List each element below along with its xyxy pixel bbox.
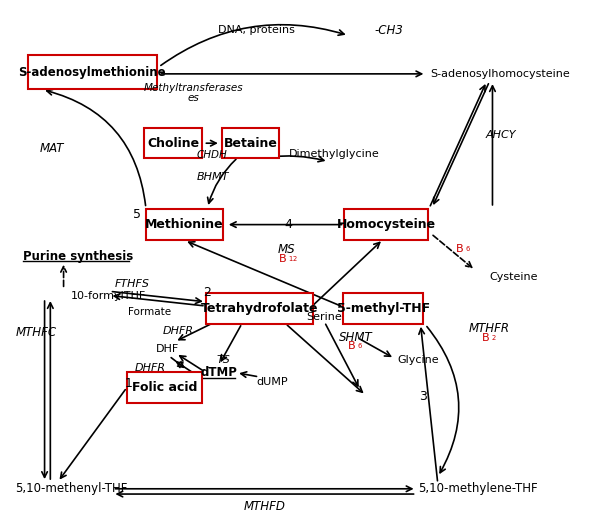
Text: $_2$: $_2$ bbox=[491, 333, 496, 343]
Text: 2: 2 bbox=[203, 286, 211, 299]
Text: Homocysteine: Homocysteine bbox=[337, 218, 436, 231]
Text: 5-methyl-THF: 5-methyl-THF bbox=[337, 302, 430, 315]
Text: MTHFR: MTHFR bbox=[469, 322, 510, 335]
FancyBboxPatch shape bbox=[344, 210, 428, 240]
Text: Methyltransferases: Methyltransferases bbox=[143, 83, 243, 93]
Text: 5,10-methenyl-THF: 5,10-methenyl-THF bbox=[14, 482, 127, 495]
Text: MTHFC: MTHFC bbox=[16, 326, 57, 339]
Text: DNA, proteins: DNA, proteins bbox=[218, 25, 295, 35]
Text: Formate: Formate bbox=[128, 307, 172, 317]
FancyBboxPatch shape bbox=[343, 294, 424, 324]
Text: 1: 1 bbox=[125, 377, 133, 390]
Text: -CH3: -CH3 bbox=[374, 24, 403, 37]
Text: DHFR: DHFR bbox=[163, 326, 194, 336]
Text: 5: 5 bbox=[133, 208, 140, 221]
FancyBboxPatch shape bbox=[206, 294, 313, 324]
Text: DHF: DHF bbox=[155, 344, 179, 354]
Text: Folic acid: Folic acid bbox=[131, 381, 197, 394]
FancyBboxPatch shape bbox=[222, 128, 280, 158]
Text: B: B bbox=[482, 333, 490, 343]
Text: dTMP: dTMP bbox=[200, 366, 238, 379]
Text: 5,10-methylene-THF: 5,10-methylene-THF bbox=[418, 482, 537, 495]
Text: MAT: MAT bbox=[40, 142, 64, 155]
Text: B: B bbox=[280, 254, 287, 264]
Text: es: es bbox=[187, 93, 199, 103]
Text: 4: 4 bbox=[284, 218, 292, 231]
Text: TS: TS bbox=[216, 355, 230, 365]
Text: $_6$: $_6$ bbox=[465, 244, 471, 254]
Text: DHFR: DHFR bbox=[134, 363, 166, 373]
Text: AHCY: AHCY bbox=[486, 130, 517, 140]
Text: Betaine: Betaine bbox=[224, 137, 278, 150]
Text: CHDH: CHDH bbox=[197, 150, 227, 160]
Text: B: B bbox=[348, 342, 355, 352]
Text: FTHFS: FTHFS bbox=[115, 279, 150, 289]
Text: SHMT: SHMT bbox=[338, 331, 372, 344]
Text: 3: 3 bbox=[419, 390, 427, 403]
Text: $_{12}$: $_{12}$ bbox=[288, 254, 298, 264]
Text: Serine: Serine bbox=[307, 312, 342, 322]
Text: S-adenosylhomocysteine: S-adenosylhomocysteine bbox=[430, 69, 570, 79]
Text: Methionine: Methionine bbox=[145, 218, 224, 231]
Text: Choline: Choline bbox=[147, 137, 199, 150]
Text: MTHFD: MTHFD bbox=[244, 500, 286, 513]
Text: Purine synthesis: Purine synthesis bbox=[23, 250, 134, 262]
Text: $_6$: $_6$ bbox=[356, 342, 362, 352]
Text: Tetrahydrofolate: Tetrahydrofolate bbox=[200, 302, 318, 315]
Text: S-adenosylmethionine: S-adenosylmethionine bbox=[19, 66, 166, 79]
Text: Dimethylglycine: Dimethylglycine bbox=[289, 149, 380, 159]
Text: Cysteine: Cysteine bbox=[490, 271, 538, 281]
Text: dUMP: dUMP bbox=[257, 377, 289, 387]
Text: MS: MS bbox=[278, 243, 296, 256]
FancyBboxPatch shape bbox=[28, 55, 157, 89]
Text: Glycine: Glycine bbox=[397, 355, 439, 365]
Text: B: B bbox=[456, 244, 464, 254]
Text: BHMT: BHMT bbox=[197, 172, 229, 182]
FancyBboxPatch shape bbox=[127, 372, 202, 403]
FancyBboxPatch shape bbox=[146, 210, 223, 240]
Text: 10-formylTHF: 10-formylTHF bbox=[71, 290, 146, 300]
FancyBboxPatch shape bbox=[144, 128, 202, 158]
